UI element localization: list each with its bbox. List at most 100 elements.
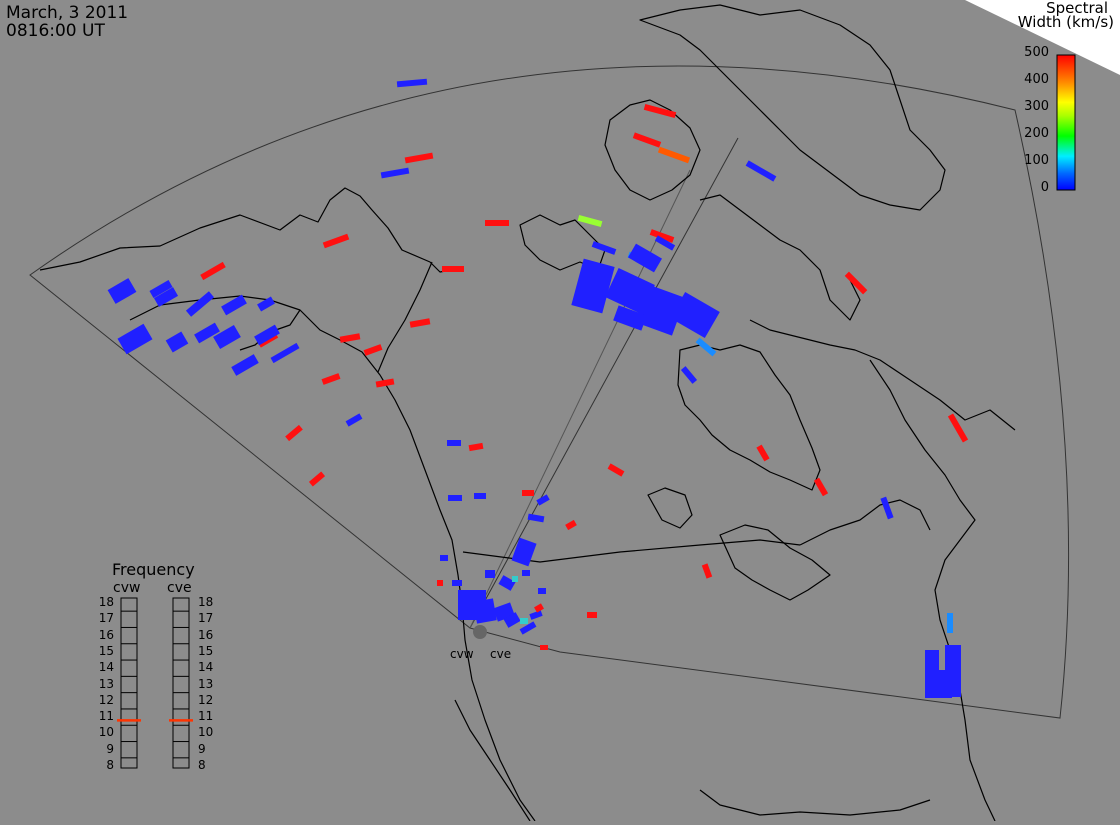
echo-block <box>185 291 215 317</box>
echo-cell-near-radar <box>503 612 521 628</box>
echo-cell <box>587 612 597 618</box>
frequency-title: Frequency <box>112 560 195 579</box>
echo-cell <box>375 378 395 388</box>
frequency-scale-label: 18 <box>98 595 114 609</box>
echo-cell <box>680 366 698 384</box>
colorbar-tick: 100 <box>1024 153 1049 168</box>
echo-block <box>194 322 220 344</box>
echo-cell-near-radar <box>437 580 443 586</box>
echo-block <box>213 324 241 350</box>
echo-cell-near-radar <box>538 588 546 594</box>
frequency-scale-label: 15 <box>198 643 214 658</box>
echo-block <box>149 280 173 298</box>
colorbar-title-2: Width (km/s) <box>1017 13 1114 31</box>
echo-cell <box>442 266 464 272</box>
frequency-scale-label: 9 <box>106 741 114 756</box>
echo-cell <box>308 471 326 487</box>
echo-cell-near-radar <box>498 575 516 591</box>
echo-cell <box>745 160 777 182</box>
echo-cell <box>321 373 341 385</box>
echo-block <box>634 284 686 336</box>
radar-label-cvw: cvw <box>450 647 474 661</box>
colorbar-title-1: Spectral <box>1046 0 1108 17</box>
echo-cell <box>447 440 461 446</box>
echo-cell <box>649 229 675 243</box>
echo-block <box>571 258 615 314</box>
echo-cell <box>474 493 486 499</box>
colorbar-tick: 400 <box>1024 72 1049 87</box>
echo-cell <box>527 513 545 523</box>
frequency-ticks <box>121 610 189 759</box>
fov-outline <box>29 65 1070 719</box>
echo-cell <box>657 146 691 164</box>
frequency-panel-graphics <box>117 597 193 769</box>
echo-cell <box>409 318 431 328</box>
frequency-radar-cvw: cvw <box>113 580 141 596</box>
frequency-scale-label: 10 <box>98 725 114 740</box>
frequency-radar-cve: cve <box>167 580 192 596</box>
colorbar-gradient <box>1056 54 1076 191</box>
echo-cell-near-radar <box>540 645 548 650</box>
echo-cell <box>363 344 383 356</box>
echo-cell <box>654 235 676 251</box>
echo-cell <box>844 271 868 295</box>
echo-cell-near-radar <box>522 570 530 576</box>
frequency-scale-label: 13 <box>98 676 114 691</box>
echo-cell <box>468 442 484 452</box>
echo-block <box>932 670 952 698</box>
map-corner-cap <box>965 0 1120 75</box>
echo-cell <box>591 241 617 255</box>
echo-cell-near-radar <box>529 610 543 620</box>
echo-block <box>613 305 647 331</box>
echo-cell-near-radar <box>512 576 518 582</box>
echo-block <box>221 294 247 316</box>
frequency-box-cve <box>172 597 190 769</box>
echo-cell <box>947 613 953 633</box>
frequency-scale-label: 17 <box>98 611 114 626</box>
echo-cell <box>404 152 434 164</box>
colorbar <box>1056 54 1076 191</box>
frequency-scale-label: 12 <box>98 692 114 707</box>
echo-cell <box>345 413 363 427</box>
frequency-scale-label: 18 <box>198 595 214 609</box>
echo-cell-near-radar <box>511 537 537 567</box>
frequency-scale-label: 8 <box>106 758 114 772</box>
date-label: March, 3 2011 <box>6 3 129 23</box>
echo-block <box>117 323 153 355</box>
frequency-scale-label: 9 <box>198 741 206 756</box>
echo-cell <box>880 496 894 520</box>
echo-cell-near-radar <box>473 598 497 624</box>
echo-cell-near-radar <box>534 603 544 613</box>
echo-cell <box>522 490 534 496</box>
echo-block <box>270 342 300 364</box>
colorbar-tick: 300 <box>1024 99 1049 114</box>
echo-block <box>153 287 179 307</box>
echo-cell <box>396 78 428 88</box>
echo-cell <box>632 132 662 148</box>
frequency-scale-label: 17 <box>198 611 214 626</box>
frequency-box-cvw <box>120 597 138 769</box>
radar-site-marker <box>473 625 487 639</box>
frequency-scale-label: 11 <box>98 709 114 724</box>
echo-cell <box>813 477 829 497</box>
echo-block <box>628 243 662 273</box>
frequency-scale-label: 12 <box>198 692 214 707</box>
echo-cells <box>107 78 969 698</box>
frequency-scale-label: 16 <box>98 627 114 642</box>
echo-cell <box>322 233 350 249</box>
echo-cell <box>448 495 462 501</box>
echo-block <box>670 292 720 338</box>
colorbar-tick: 200 <box>1024 126 1049 141</box>
echo-cell-near-radar <box>440 555 448 561</box>
frequency-scale-label: 10 <box>198 725 214 740</box>
echo-cell <box>285 424 303 442</box>
echo-block <box>165 331 189 353</box>
echo-cell <box>339 333 361 343</box>
frequency-scale-label: 15 <box>98 643 114 658</box>
echo-block <box>231 354 259 376</box>
echo-cell <box>200 261 226 281</box>
echo-block <box>257 296 275 312</box>
echo-cell-near-radar <box>520 618 528 624</box>
